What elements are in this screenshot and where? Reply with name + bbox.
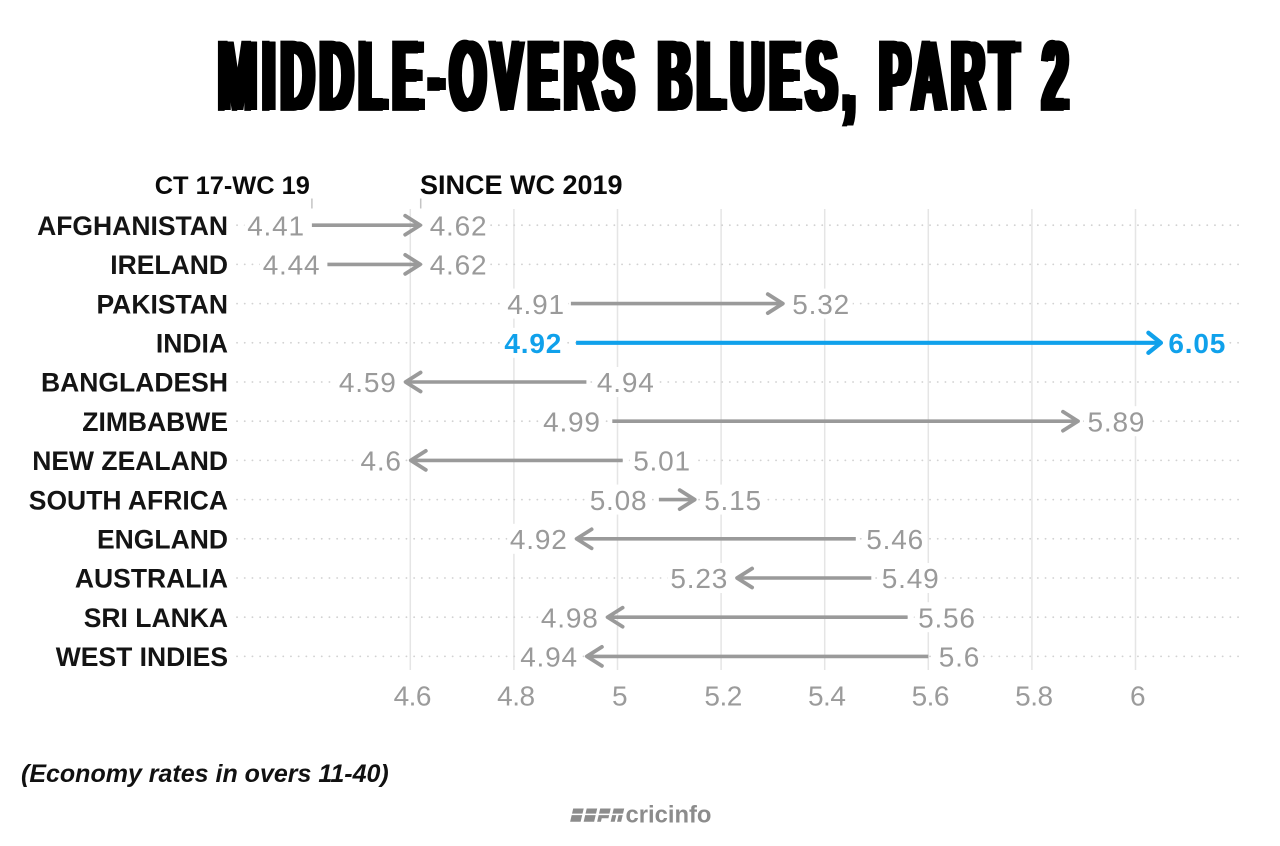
svg-text:4.6: 4.6 xyxy=(360,446,401,477)
svg-text:6.05: 6.05 xyxy=(1168,328,1226,359)
svg-text:4.6: 4.6 xyxy=(394,681,431,712)
svg-text:5.49: 5.49 xyxy=(882,563,940,594)
svg-text:4.41: 4.41 xyxy=(247,210,305,241)
svg-text:4.92: 4.92 xyxy=(504,328,562,359)
svg-text:5.23: 5.23 xyxy=(670,563,728,594)
svg-text:cricinfo: cricinfo xyxy=(626,801,712,828)
svg-text:5.4: 5.4 xyxy=(808,681,845,712)
svg-text:4.44: 4.44 xyxy=(263,250,321,281)
svg-text:5.08: 5.08 xyxy=(590,485,648,516)
svg-text:5.15: 5.15 xyxy=(704,485,762,516)
svg-text:5.6: 5.6 xyxy=(939,642,980,673)
svg-text:IRELAND: IRELAND xyxy=(110,250,228,280)
svg-text:4.94: 4.94 xyxy=(597,367,655,398)
svg-text:4.99: 4.99 xyxy=(543,406,601,437)
svg-text:4.59: 4.59 xyxy=(339,367,397,398)
svg-text:4.62: 4.62 xyxy=(430,210,488,241)
svg-text:5.8: 5.8 xyxy=(1015,681,1052,712)
svg-text:6: 6 xyxy=(1130,681,1145,712)
svg-text:4.98: 4.98 xyxy=(541,602,599,633)
svg-text:WEST INDIES: WEST INDIES xyxy=(56,642,228,672)
svg-text:4.91: 4.91 xyxy=(507,289,565,320)
svg-text:5.56: 5.56 xyxy=(918,602,976,633)
svg-text:5.6: 5.6 xyxy=(912,681,949,712)
svg-text:AFGHANISTAN: AFGHANISTAN xyxy=(37,211,228,241)
svg-text:5.46: 5.46 xyxy=(866,524,924,555)
svg-text:4.92: 4.92 xyxy=(510,524,568,555)
svg-text:INDIA: INDIA xyxy=(156,329,228,359)
svg-text:PAKISTAN: PAKISTAN xyxy=(96,289,228,319)
svg-text:SRI LANKA: SRI LANKA xyxy=(84,603,228,633)
svg-text:SINCE WC 2019: SINCE WC 2019 xyxy=(420,170,623,200)
svg-text:5.01: 5.01 xyxy=(633,446,691,477)
svg-text:ENGLAND: ENGLAND xyxy=(97,525,228,555)
svg-text:5: 5 xyxy=(612,681,627,712)
svg-text:BANGLADESH: BANGLADESH xyxy=(41,368,228,398)
svg-text:4.62: 4.62 xyxy=(430,250,488,281)
svg-text:4.8: 4.8 xyxy=(497,681,534,712)
svg-text:ZIMBABWE: ZIMBABWE xyxy=(82,407,228,437)
svg-text:NEW ZEALAND: NEW ZEALAND xyxy=(32,446,228,476)
svg-text:SOUTH AFRICA: SOUTH AFRICA xyxy=(29,485,228,515)
svg-text:5.89: 5.89 xyxy=(1088,406,1146,437)
svg-text:4.94: 4.94 xyxy=(520,642,578,673)
svg-text:5.2: 5.2 xyxy=(704,681,741,712)
svg-text:AUSTRALIA: AUSTRALIA xyxy=(75,564,228,594)
svg-text:CT 17-WC 19: CT 17-WC 19 xyxy=(155,172,310,200)
svg-text:5.32: 5.32 xyxy=(792,289,850,320)
